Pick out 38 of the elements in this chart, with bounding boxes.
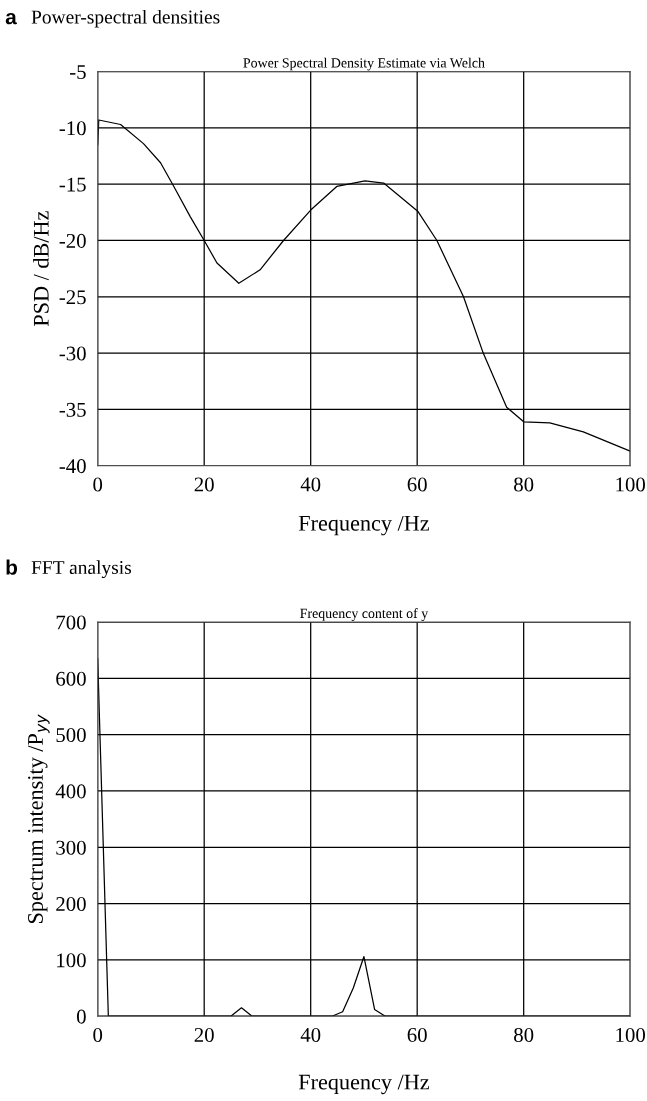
y-tick-label: 300 — [56, 840, 86, 855]
y-tick-label: 700 — [56, 615, 86, 630]
y-axis-title: Spectrum intensity /P$_{yy}$ — [28, 714, 50, 923]
y-tick-label: 0 — [76, 1009, 86, 1024]
y-tick-label: 200 — [56, 896, 86, 912]
chart-subtitle: Power Spectral Density Estimate via Welch — [243, 57, 485, 71]
y-tick-label: -25 — [59, 290, 86, 305]
y-tick-label: 400 — [55, 784, 86, 799]
x-tick-label: 100 — [616, 477, 646, 492]
y-tick-label: -10 — [59, 121, 86, 136]
text: a — [5, 12, 17, 25]
x-tick-label: 20 — [194, 1027, 214, 1042]
x-tick-label: 40 — [300, 1027, 321, 1042]
y-tick-label: -15 — [59, 177, 86, 192]
x-tick-label: 0 — [93, 477, 103, 492]
x-tick-label: 60 — [407, 1027, 427, 1042]
x-tick-label: 80 — [514, 1027, 534, 1042]
x-tick-label: 20 — [194, 477, 214, 492]
x-tick-label: 0 — [93, 1027, 103, 1042]
chart-title: FFT analysis — [31, 560, 132, 579]
y-tick-label: 500 — [56, 728, 86, 743]
chart-subtitle: Frequency content of y — [300, 608, 429, 621]
x-tick-label: 40 — [300, 477, 321, 492]
y-tick-label: -20 — [59, 233, 86, 248]
text: b — [6, 559, 18, 575]
chart-title: Power-spectral densities — [31, 9, 220, 28]
y-axis-title: PSD / dB/Hz — [33, 211, 49, 327]
x-tick-label: 80 — [514, 477, 534, 492]
y-tick-label: 100 — [57, 953, 86, 968]
x-tick-label: 60 — [407, 477, 427, 492]
x-axis-title: Frequency /Hz — [298, 1074, 430, 1095]
y-tick-label: -35 — [59, 402, 86, 417]
x-axis-title: Frequency /Hz — [298, 515, 430, 536]
x-tick-label: 100 — [616, 1027, 646, 1042]
y-tick-label: -40 — [59, 459, 86, 474]
y-tick-label: -5 — [70, 65, 86, 79]
y-tick-label: -30 — [59, 346, 86, 361]
y-tick-label: 600 — [56, 671, 86, 686]
